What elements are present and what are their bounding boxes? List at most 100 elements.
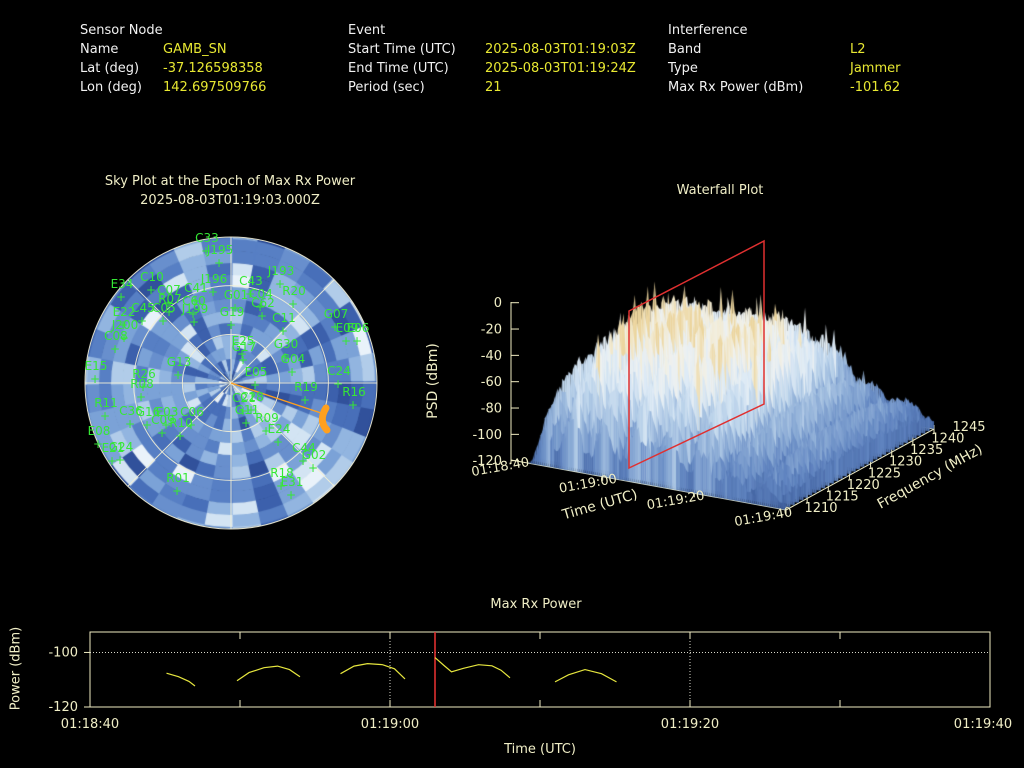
satellite-label: E05 — [245, 365, 268, 379]
satellite-marker: + — [276, 479, 286, 493]
field-label: Lon (deg) — [80, 80, 142, 95]
header-field-row: Band L2 — [668, 40, 900, 59]
satellite-marker: + — [330, 320, 340, 334]
event-section-title: Event — [348, 23, 386, 38]
satellite-label: E25 — [232, 334, 255, 348]
satellite-marker: + — [116, 290, 126, 304]
satellite-label: J196 — [200, 272, 227, 286]
satellite-marker: + — [208, 285, 218, 299]
satellite-label: R08 — [130, 377, 154, 391]
satellite-marker: + — [261, 424, 271, 438]
satellite-marker: + — [257, 309, 267, 323]
satellite-label: R07 — [158, 292, 182, 306]
satellite-label: R26 — [132, 367, 156, 381]
max-rx-power-series — [554, 668, 617, 683]
maxrx-title: Max Rx Power — [490, 597, 582, 612]
satellite-marker: + — [110, 342, 120, 356]
satellite-label: C33 — [195, 233, 219, 245]
satellite-marker: + — [175, 429, 185, 443]
frequency-tick-label: 1215 — [826, 489, 859, 504]
satellite-label: R19 — [294, 380, 318, 394]
satellite-label: E34 — [111, 277, 134, 291]
frequency-tick-label: 1240 — [931, 432, 964, 447]
satellite-label: R09 — [255, 411, 279, 425]
satellite-label: G24 — [109, 440, 134, 454]
field-value: 2025-08-03T01:19:24Z — [485, 61, 636, 76]
satellite-label: E08 — [88, 424, 111, 438]
psd-tick-label: -100 — [472, 428, 502, 443]
field-label: Name — [80, 42, 119, 57]
satellite-marker: + — [308, 461, 318, 475]
satellite-label: E31 — [281, 475, 304, 489]
satellite-label: J199 — [181, 302, 208, 316]
satellite-label: R01 — [166, 471, 190, 485]
field-label: End Time (UTC) — [348, 61, 449, 76]
satellite-marker: + — [226, 318, 236, 332]
waterfall-epoch-plane-overlay: 0-20-40-60-80-100-12001:18:4001:19:0001:… — [470, 239, 986, 530]
satellite-marker: + — [93, 437, 103, 451]
plot-frame — [89, 631, 991, 708]
satellite-label: C21 — [232, 391, 256, 405]
satellite-label: G30 — [274, 337, 299, 351]
interference-section-title: Interference — [668, 23, 748, 38]
satellite-marker: + — [161, 418, 171, 432]
satellite-marker: + — [288, 297, 298, 311]
event-section: Event Start Time (UTC) 2025-08-03T01:19:0… — [348, 21, 636, 97]
frequency-tick-label: 1245 — [952, 420, 985, 435]
satellite-marker: + — [214, 256, 224, 270]
satellite-label: C06 — [180, 405, 204, 419]
satellite-marker: + — [300, 393, 310, 407]
waterfall-surface — [420, 230, 1020, 530]
satellite-marker: + — [190, 294, 200, 308]
sensor-node-section-title: Sensor Node — [80, 23, 163, 38]
time-tick-label: 01:19:20 — [646, 488, 706, 513]
satellite-label: E15 — [85, 359, 108, 373]
sensor-node-section: Sensor Node Name GAMB_SN Lat (deg) -37.1265… — [80, 21, 266, 97]
satellite-label: C45 — [131, 301, 155, 315]
satellite-label: E22 — [113, 305, 136, 319]
x-tick-label: 01:19:40 — [954, 717, 1012, 732]
satellite-label: G11 — [235, 403, 260, 417]
satellite-label: J200 — [111, 318, 138, 332]
psd-tick-label: -120 — [472, 454, 502, 469]
header-field-row: Lon (deg) 142.697509766 — [80, 78, 266, 97]
field-label: Band — [668, 42, 702, 57]
satellite-label: G13 — [167, 355, 192, 369]
satellite-marker: + — [333, 377, 343, 391]
field-value: Jammer — [850, 61, 901, 76]
sensor-node-rows: Name GAMB_SN Lat (deg) -37.126598358 Lon (de… — [80, 40, 266, 97]
psd-tick-label: -40 — [481, 349, 502, 364]
header-field-row: Lat (deg) -37.126598358 — [80, 59, 266, 78]
satellite-marker: + — [255, 300, 265, 314]
satellite-marker: + — [273, 435, 283, 449]
satellite-label: C04 — [249, 287, 273, 301]
satellite-marker: + — [136, 390, 146, 404]
field-value: GAMB_SN — [163, 42, 227, 57]
satellite-label: G02 — [302, 448, 327, 462]
satellite-marker: + — [278, 324, 288, 338]
frequency-tick-label: 1225 — [868, 466, 901, 481]
satellite-label: E03 — [156, 405, 179, 419]
satellite-marker: + — [201, 244, 211, 258]
satellite-label: C09 — [151, 413, 175, 427]
satellite-label: J193 — [267, 264, 294, 278]
interference-rows: Band L2 Type Jammer Max Rx Power (dBm) -101.6… — [668, 40, 900, 97]
satellite-label: J195 — [206, 243, 233, 257]
satellite-marker: + — [115, 453, 125, 467]
psd-tick-label: -60 — [481, 375, 502, 390]
x-tick-label: 01:18:40 — [61, 717, 119, 732]
y-tick-label: -100 — [48, 645, 78, 660]
satellite-label: E21 — [102, 441, 125, 455]
satellite-marker: + — [119, 331, 129, 345]
interference-bearing-line — [230, 382, 322, 414]
satellite-label: C28 — [240, 390, 264, 404]
header-field-row: End Time (UTC) 2025-08-03T01:19:24Z — [348, 59, 636, 78]
satellite-label: R16 — [342, 385, 366, 399]
satellite-marker: + — [107, 454, 117, 468]
skyplot-title: Sky Plot at the Epoch of Max Rx Power 20… — [40, 172, 420, 210]
frequency-tick-label: 1220 — [847, 478, 880, 493]
satellite-marker: + — [286, 488, 296, 502]
satellite-marker: + — [237, 347, 247, 361]
satellite-label: C60 — [182, 294, 206, 308]
